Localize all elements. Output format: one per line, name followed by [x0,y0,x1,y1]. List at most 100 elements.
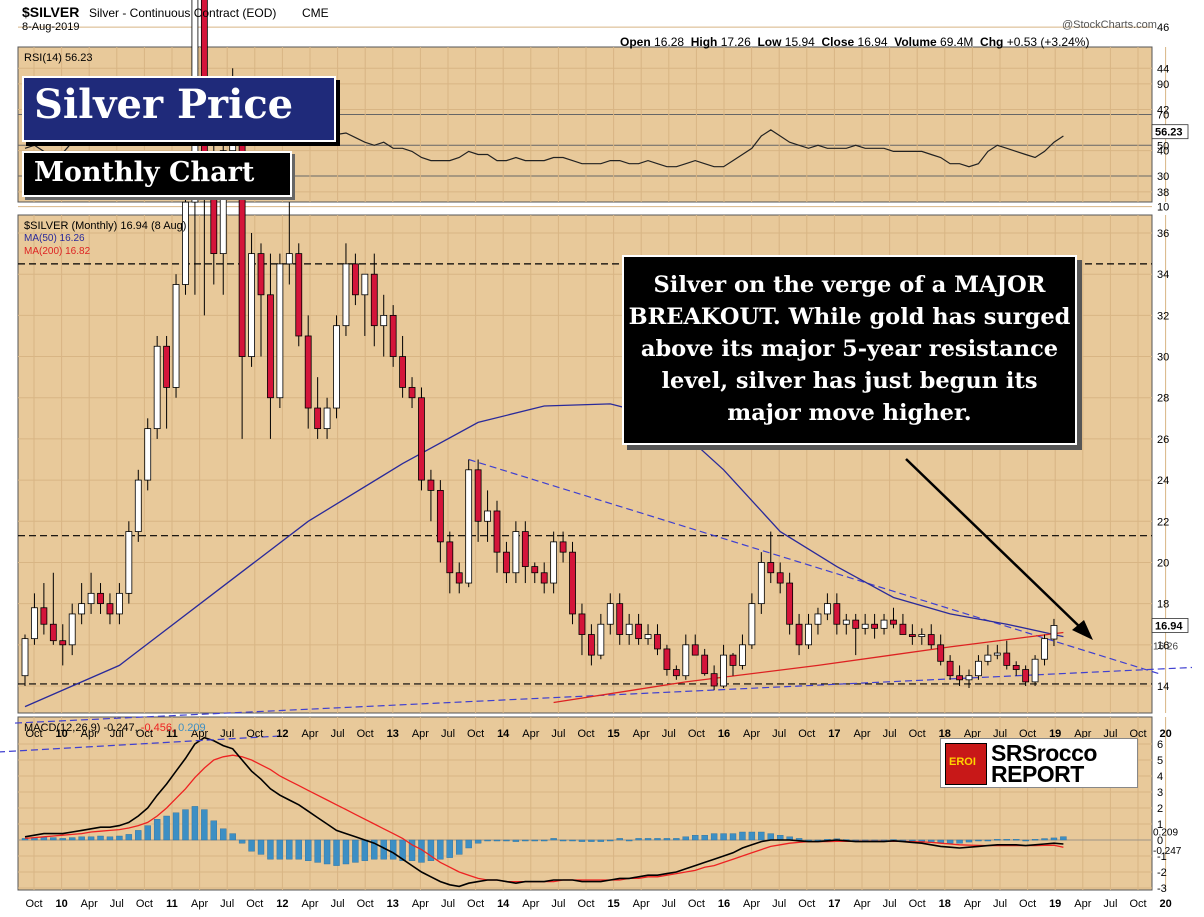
candle-body [49,623,57,642]
macd-hist-bar [663,838,671,841]
x-axis-label: Apr [633,728,650,740]
candle-body [436,489,444,543]
macd-hist-bar [701,835,708,841]
macd-hist-bar [748,831,756,841]
macd-hist-bar [248,839,255,852]
candle-body [389,314,397,357]
candle-body [550,541,558,584]
macd-hist-bar [607,839,614,842]
last-price-tag: 16.94 [1155,620,1183,632]
price-tick-label: 38 [1157,187,1169,199]
macd-hist-bar [191,806,199,841]
close-value: 16.94 [857,35,888,49]
candle-body [97,592,104,605]
x-axis-label: 13 [387,728,399,740]
macd-tick-label: -3 [1157,883,1167,895]
macd-last-tag: -0.247 [1153,846,1182,857]
macd-hist-bar [116,835,123,841]
macd-x-axis-label: 17 [828,898,840,910]
eroi-badge: EROI [945,743,987,785]
macd-tick-label: 5 [1157,755,1163,767]
candle-body [427,479,435,491]
candle-body [351,263,359,296]
eroi-badge-text: EROI [949,756,976,768]
srsrocco-logo: EROI SRSrocco REPORT [940,738,1138,788]
macd-hist-bar [1060,836,1067,841]
x-axis-label: Oct [467,728,484,740]
macd-hist-bar [323,839,331,865]
macd-hist-bar [125,834,133,841]
high-value: 17.26 [720,35,751,49]
macd-hist-bar [238,839,246,844]
candle-body [380,314,388,327]
macd-legend-line: MACD(12,26,9) -0.247, [24,722,138,734]
macd-x-axis-label: Oct [688,898,705,910]
source-credit: @StockCharts.com [1062,19,1157,31]
macd-hist-bar [229,833,236,841]
macd-hist-bar [267,839,274,860]
macd-hist-bar [597,839,605,842]
x-axis-label: Oct [136,728,153,740]
close-label: Close [821,35,855,49]
macd-x-axis-label: 12 [276,898,288,910]
candle-body [861,623,869,629]
candle-body [257,253,265,296]
candle-body [824,603,831,615]
macd-x-axis-label: Oct [25,898,42,910]
x-axis-label: 20 [1159,728,1171,740]
x-axis-label: Jul [551,728,565,740]
macd-hist-bar [399,839,406,861]
macd-x-axis-label: Oct [136,898,153,910]
macd-hist-bar [182,809,189,841]
low-value: 15.94 [784,35,815,49]
ma50-tag: 16.26 [1153,641,1178,652]
macd-tick-label: 2 [1157,803,1163,815]
candle-body [993,652,1001,656]
candle-body [455,572,463,584]
candle-body [418,397,425,481]
candle-body [644,634,652,640]
macd-hist-bar [1003,839,1010,841]
macd-tick-label: -1 [1157,851,1167,863]
macd-hist-bar [503,839,510,842]
x-axis-label: 10 [55,728,67,740]
candle-body [852,619,860,629]
x-axis-label: Jul [772,728,786,740]
price-tick-label: 26 [1157,434,1169,446]
macd-hist-bar [427,839,435,861]
price-tick-label: 36 [1157,228,1169,240]
candle-body [408,387,416,399]
candle-body [776,572,784,584]
macd-hist-bar [446,839,453,858]
x-axis-label: Jul [1103,728,1117,740]
header-exchange: CME [302,6,329,20]
x-axis-label: Jul [883,728,897,740]
macd-x-axis-label: Jul [1103,898,1117,910]
macd-hist-bar [550,838,557,841]
macd-hist-bar [1013,839,1020,841]
macd-x-axis-label: Apr [412,898,429,910]
macd-x-axis-label: Jul [883,898,897,910]
macd-line [24,736,1064,888]
macd-legend-hist: 0.209 [178,722,206,734]
candle-body [1012,665,1020,670]
x-axis-label: Oct [1129,728,1146,740]
x-axis-label: Oct [688,728,705,740]
x-axis-label: Oct [246,728,263,740]
candle-body [729,654,737,666]
price-tick-label: 28 [1157,393,1169,405]
macd-tick-label: 0 [1157,835,1163,847]
annotation-arrow-head [1072,620,1093,640]
macd-hist-bar [314,839,321,863]
candle-body [795,623,803,646]
macd-x-axis-label: Jul [220,898,234,910]
candle-body [899,623,907,635]
candle-body [342,263,350,327]
macd-hist-bar [975,839,982,842]
candle-body [106,603,114,615]
x-axis-label: Jul [110,728,124,740]
candle-body [87,592,95,605]
macd-x-axis-label: 16 [718,898,730,910]
candle-body [871,623,878,629]
candle-body [663,648,671,670]
